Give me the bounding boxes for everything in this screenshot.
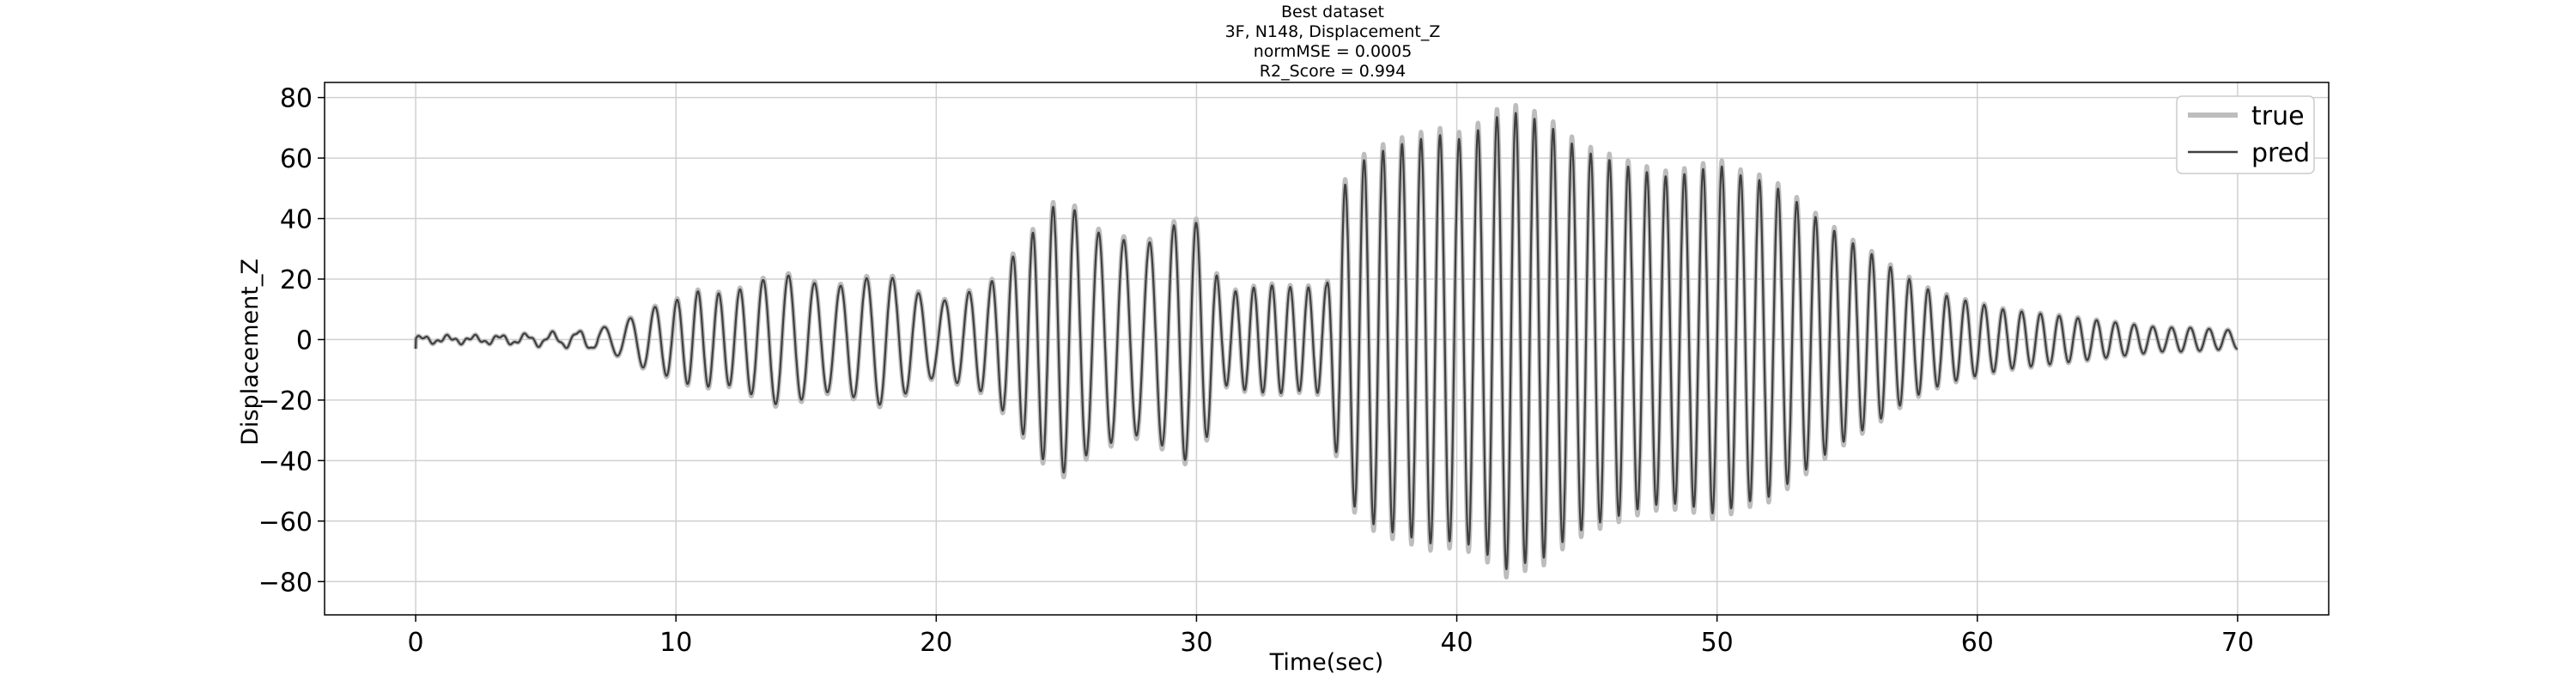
y-tick-label: 80 bbox=[280, 84, 313, 114]
y-tick-label: 60 bbox=[280, 144, 313, 174]
legend-label-true: true bbox=[2251, 101, 2305, 131]
x-tick-label: 10 bbox=[659, 628, 692, 658]
chart-title: Best dataset 3F, N148, Displacement_Z no… bbox=[1225, 3, 1441, 81]
series-line-true bbox=[413, 102, 2240, 580]
x-axis-label: Time(sec) bbox=[1269, 649, 1384, 676]
y-tick-label: 0 bbox=[296, 325, 313, 356]
y-tick-label: 20 bbox=[280, 265, 313, 295]
x-tick-label: 0 bbox=[408, 628, 424, 658]
plot-area-frame bbox=[324, 82, 2330, 616]
y-tick-label: −60 bbox=[258, 508, 313, 538]
y-tick-label: −80 bbox=[258, 568, 313, 598]
title-line-3: normMSE = 0.0005 bbox=[1254, 42, 1413, 61]
legend: true pred bbox=[2176, 95, 2315, 174]
plot-lines bbox=[413, 102, 2240, 580]
title-line-2: 3F, N148, Displacement_Z bbox=[1225, 22, 1441, 41]
x-tick-label: 70 bbox=[2221, 628, 2254, 658]
x-tick-label: 30 bbox=[1180, 628, 1212, 658]
title-line-4: R2_Score = 0.994 bbox=[1260, 62, 1406, 81]
x-tick-label: 60 bbox=[1961, 628, 1994, 658]
x-tick-label: 20 bbox=[920, 628, 952, 658]
x-axis-ticks: 0 10 20 30 40 50 60 70 bbox=[408, 615, 2254, 658]
legend-label-pred: pred bbox=[2251, 138, 2310, 168]
y-tick-label: −20 bbox=[258, 386, 313, 416]
x-tick-label: 40 bbox=[1440, 628, 1473, 658]
series-line-pred bbox=[415, 112, 2239, 571]
y-axis-ticks: −80 −60 −40 −20 0 20 40 60 80 bbox=[258, 84, 325, 598]
y-tick-label: 40 bbox=[280, 205, 313, 235]
title-line-1: Best dataset bbox=[1281, 3, 1384, 21]
y-tick-label: −40 bbox=[258, 447, 313, 477]
x-tick-label: 50 bbox=[1701, 628, 1734, 658]
y-axis-label: Displacement_Z bbox=[237, 258, 264, 446]
